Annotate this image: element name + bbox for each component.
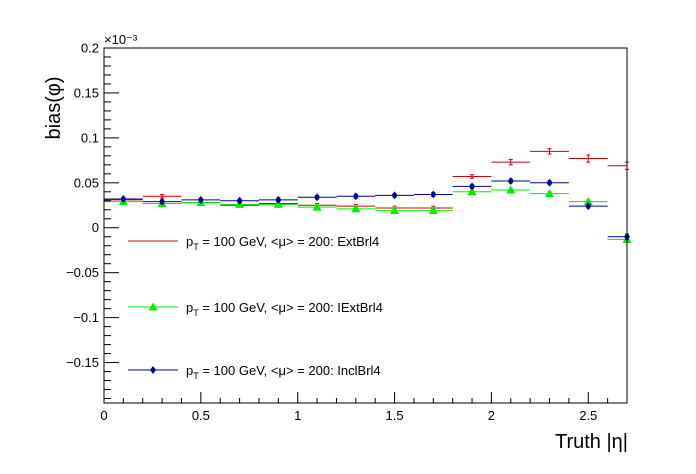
legend-label: pT = 100 GeV, <μ> = 200: IExtBrl4	[186, 300, 383, 318]
legend-marker	[148, 302, 158, 311]
axis-layer: 0 0.5 1 1.5 2 2.5 −0.15 −0.1 −0.05 0 0.05 0.1 0.15 0.…	[66, 41, 628, 423]
y-tick-label: 0	[92, 220, 99, 235]
data-point	[545, 189, 555, 198]
data-point	[467, 187, 477, 196]
data-point	[428, 206, 438, 215]
y-tick-label: −0.05	[66, 265, 99, 280]
y-axis-multiplier: ×10⁻³	[104, 32, 138, 47]
data-point	[546, 178, 553, 187]
legend-entry-ExtBrl4: pT = 100 GeV, <μ> = 200: ExtBrl4	[128, 234, 379, 252]
plot-frame	[103, 47, 628, 404]
series-InclBrl4	[104, 177, 630, 241]
data-point	[275, 195, 282, 204]
data-point	[159, 197, 166, 206]
data-point	[507, 177, 514, 186]
y-tick-label: 0.1	[81, 130, 99, 145]
data-point	[236, 196, 243, 205]
legend-label: pT = 100 GeV, <μ> = 200: InclBrl4	[186, 363, 381, 381]
x-tick-label: 1.5	[386, 408, 404, 423]
data-point	[120, 194, 127, 203]
x-tick-label: 2.5	[579, 408, 597, 423]
x-tick-label: 0	[100, 408, 107, 423]
legend-marker	[150, 366, 156, 374]
data-point	[314, 193, 321, 202]
x-tick-label: 2	[488, 408, 495, 423]
y-tick-label: −0.15	[66, 355, 99, 370]
y-axis-title: bias(φ)	[43, 77, 65, 140]
data-point	[469, 182, 476, 191]
legend-entry-IExtBrl4: pT = 100 GeV, <μ> = 200: IExtBrl4	[128, 300, 383, 318]
legend-entry-InclBrl4: pT = 100 GeV, <μ> = 200: InclBrl4	[128, 363, 381, 381]
x-axis-title: Truth |η|	[555, 431, 628, 453]
data-point	[352, 192, 359, 201]
y-tick-label: 0.15	[74, 85, 99, 100]
data-point	[391, 191, 398, 200]
legend: pT = 100 GeV, <μ> = 200: ExtBrl4 pT = 100…	[128, 234, 383, 381]
data-point	[312, 202, 322, 211]
y-tick-label: −0.1	[73, 310, 99, 325]
data-point	[351, 204, 361, 213]
data-point	[197, 195, 204, 204]
y-tick-label: 0.2	[81, 41, 99, 56]
data-point	[583, 197, 593, 206]
y-tick-label: 0.05	[74, 175, 99, 190]
data-point	[390, 206, 400, 215]
data-point	[430, 190, 437, 199]
x-tick-label: 1	[294, 408, 301, 423]
x-tick-label: 0.5	[192, 408, 210, 423]
legend-label: pT = 100 GeV, <μ> = 200: ExtBrl4	[186, 234, 379, 252]
data-point	[506, 185, 516, 194]
series-layer	[104, 148, 632, 243]
data-point	[585, 202, 592, 211]
